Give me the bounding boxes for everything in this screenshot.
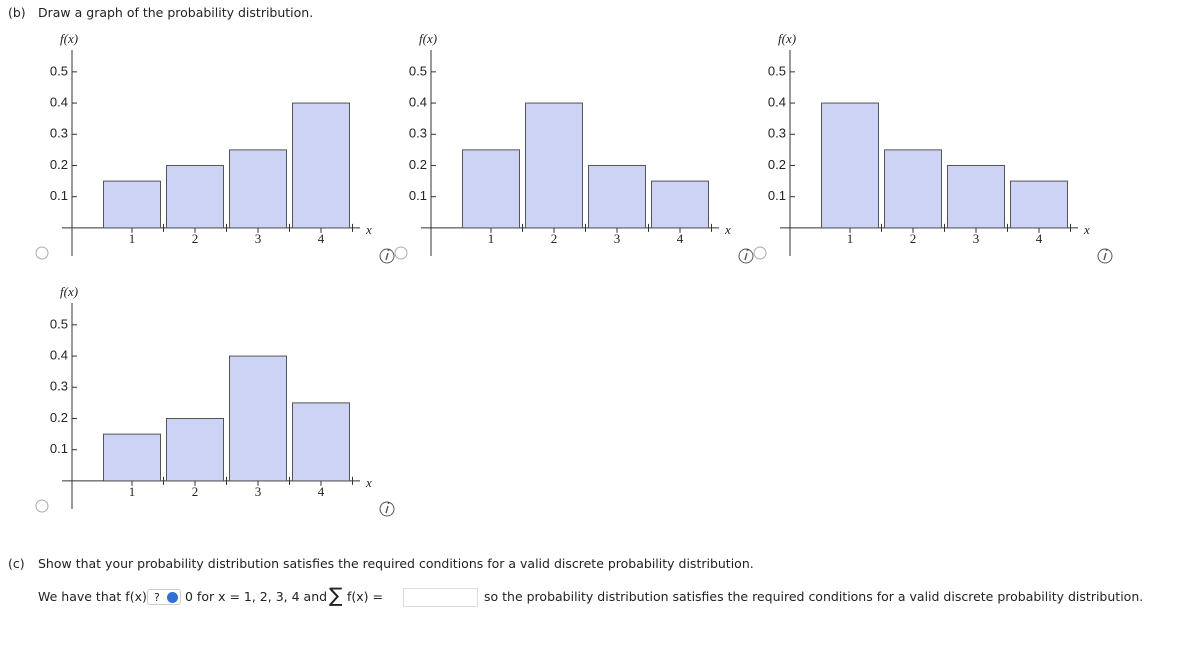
y-tick-label: 0.4 bbox=[768, 94, 786, 109]
info-icon-dot bbox=[1105, 249, 1108, 251]
x-tick-label: 1 bbox=[129, 231, 136, 246]
x-tick-label: 3 bbox=[255, 231, 262, 246]
info-icon-stem bbox=[385, 252, 389, 261]
relation-select[interactable]: ? bbox=[147, 589, 181, 605]
bar bbox=[103, 180, 161, 229]
y-tick-label: 0.1 bbox=[409, 188, 427, 203]
y-tick-label: 0.3 bbox=[409, 126, 427, 141]
y-tick-label: 0.4 bbox=[409, 94, 427, 109]
bar bbox=[462, 149, 520, 229]
select-text: ? bbox=[154, 591, 160, 604]
x-tick-label: 4 bbox=[677, 231, 684, 246]
info-icon-dot bbox=[387, 502, 390, 504]
radio-button[interactable] bbox=[753, 246, 767, 260]
bar bbox=[588, 164, 646, 229]
radio-button[interactable] bbox=[35, 499, 49, 513]
sum-symbol: ∑ bbox=[329, 583, 343, 607]
x-tick-label: 1 bbox=[129, 484, 136, 499]
y-tick-label: 0.2 bbox=[50, 157, 68, 172]
x-tick-label: 3 bbox=[614, 231, 621, 246]
section-label: (c) bbox=[8, 556, 25, 571]
x-tick-label: 3 bbox=[973, 231, 980, 246]
bar bbox=[525, 102, 583, 229]
sentence-text: so the probability distribution satisfie… bbox=[484, 589, 1144, 604]
prompt: Show that your probability distribution … bbox=[38, 556, 754, 571]
x-axis-label: x bbox=[365, 222, 372, 237]
info-icon-stem bbox=[744, 252, 748, 261]
x-tick-label: 3 bbox=[255, 484, 262, 499]
y-tick-label: 0.3 bbox=[50, 379, 68, 394]
select-arrow bbox=[167, 592, 178, 603]
bar bbox=[947, 164, 1005, 229]
section-label: (b) bbox=[8, 5, 26, 20]
y-axis-label: f(x) bbox=[60, 31, 78, 46]
y-axis-label: f(x) bbox=[778, 31, 796, 46]
x-tick-label: 2 bbox=[192, 231, 199, 246]
y-tick-label: 0.5 bbox=[50, 63, 68, 78]
x-tick-label: 2 bbox=[551, 231, 558, 246]
info-icon-dot bbox=[746, 249, 749, 251]
x-tick-label: 1 bbox=[847, 231, 854, 246]
x-axis-label: x bbox=[724, 222, 731, 237]
y-tick-label: 0.5 bbox=[50, 316, 68, 331]
y-tick-label: 0.1 bbox=[50, 441, 68, 456]
x-tick-label: 1 bbox=[488, 231, 495, 246]
y-tick-label: 0.1 bbox=[768, 188, 786, 203]
x-tick-label: 2 bbox=[192, 484, 199, 499]
radio-button[interactable] bbox=[35, 246, 49, 260]
y-tick-label: 0.3 bbox=[768, 126, 786, 141]
y-axis-label: f(x) bbox=[60, 284, 78, 299]
y-axis-label: f(x) bbox=[419, 31, 437, 46]
prompt: Draw a graph of the probability distribu… bbox=[38, 5, 314, 20]
bar bbox=[651, 180, 709, 229]
x-axis-label: x bbox=[365, 475, 372, 490]
info-icon-stem bbox=[1103, 252, 1107, 261]
y-tick-label: 0.5 bbox=[409, 63, 427, 78]
y-tick-label: 0.3 bbox=[50, 126, 68, 141]
y-tick-label: 0.1 bbox=[50, 188, 68, 203]
bar bbox=[166, 417, 224, 482]
bar bbox=[292, 102, 350, 229]
x-tick-label: 2 bbox=[910, 231, 917, 246]
y-tick-label: 0.4 bbox=[50, 347, 68, 362]
radio-button[interactable] bbox=[394, 246, 408, 260]
sentence-text: We have that f(x) bbox=[38, 589, 147, 604]
bar bbox=[229, 149, 287, 229]
info-icon-stem bbox=[385, 505, 389, 514]
y-tick-label: 0.2 bbox=[768, 157, 786, 172]
bar bbox=[103, 433, 161, 482]
y-tick-label: 0.5 bbox=[768, 63, 786, 78]
info-icon-dot bbox=[387, 249, 390, 251]
bar bbox=[1010, 180, 1068, 229]
y-tick-label: 0.2 bbox=[50, 410, 68, 425]
x-tick-label: 4 bbox=[318, 484, 325, 499]
x-tick-label: 4 bbox=[1036, 231, 1043, 246]
sum-input[interactable] bbox=[403, 588, 478, 607]
y-tick-label: 0.2 bbox=[409, 157, 427, 172]
y-tick-label: 0.4 bbox=[50, 94, 68, 109]
bar bbox=[166, 164, 224, 229]
sentence-text: 0 for x = 1, 2, 3, 4 and bbox=[185, 589, 328, 604]
bar bbox=[229, 355, 287, 482]
bar bbox=[884, 149, 942, 229]
x-axis-label: x bbox=[1083, 222, 1090, 237]
x-tick-label: 4 bbox=[318, 231, 325, 246]
bar bbox=[292, 402, 350, 482]
bar bbox=[821, 102, 879, 229]
sum-expression: f(x) = bbox=[347, 589, 383, 604]
